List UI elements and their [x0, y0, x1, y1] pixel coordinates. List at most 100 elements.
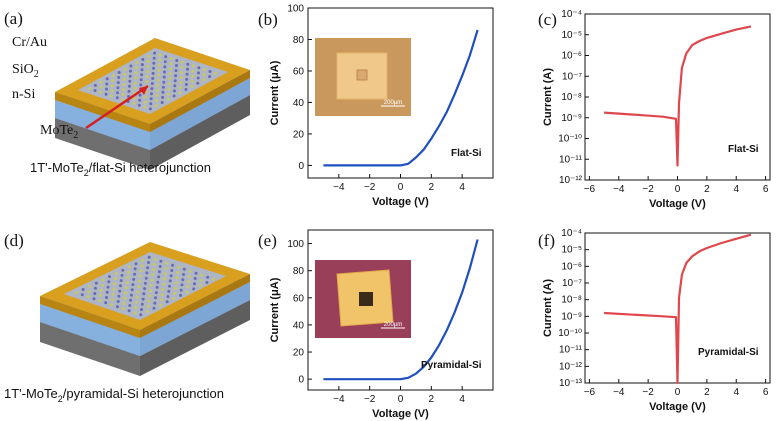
lattice-atom [190, 84, 194, 88]
device-window [356, 69, 368, 81]
lattice-atom [108, 275, 111, 279]
lattice-atom [128, 79, 132, 83]
lattice-atom [173, 291, 177, 295]
y-axis-title: Current (A) [542, 68, 554, 126]
lattice-atom [167, 82, 171, 86]
lattice-atom [179, 76, 183, 79]
lattice-atom [127, 265, 131, 269]
lattice-atom [180, 65, 184, 69]
lattice-atom [156, 280, 160, 284]
panel-d: (d) 1T'-MoTe2/pyramidal-Si heterojunctio… [4, 231, 250, 404]
lattice-atom [132, 96, 136, 100]
lattice-atom [177, 265, 180, 269]
lattice-atom [138, 93, 142, 97]
label-n-si: n-Si [12, 87, 35, 102]
lattice-atom [143, 100, 147, 104]
lattice-atom [135, 66, 138, 70]
lattice-atom [157, 270, 161, 274]
lattice-atom [128, 74, 132, 78]
lattice-atom [185, 290, 189, 294]
lattice-atom [168, 72, 172, 76]
lattice-atom [208, 70, 212, 73]
x-tick-label: −6 [584, 387, 596, 398]
lattice-atom [105, 82, 109, 86]
lattice-atom [140, 264, 144, 268]
si-left-face [55, 118, 150, 170]
y-tick-label: 60 [293, 66, 305, 77]
label-mote2: MoTe2 [40, 123, 78, 141]
lattice-atom [175, 59, 179, 62]
lattice-atom [155, 285, 159, 289]
annotation-label: Pyramidal-Si [698, 347, 759, 358]
lattice-atom [182, 273, 185, 276]
lattice-atom [180, 71, 183, 74]
device-window [359, 292, 373, 306]
lattice-atom [161, 287, 165, 291]
label-sio2: SiO2 [12, 62, 39, 80]
lattice-atom [154, 291, 158, 295]
lattice-atom [206, 275, 210, 279]
y-tick-label: 10⁻⁸ [561, 92, 582, 103]
x-tick-label: 2 [429, 394, 435, 405]
series-line [604, 25, 752, 167]
x-tick-label: −4 [613, 387, 625, 398]
lattice-atom [142, 292, 146, 296]
lattice-atom [135, 295, 139, 299]
lattice-atom [173, 286, 177, 290]
lattice-atom [152, 306, 156, 310]
sio2-layer-right [150, 78, 250, 150]
lattice-atom [113, 277, 117, 281]
x-tick-label: 4 [459, 182, 465, 193]
lattice-atom [169, 57, 173, 61]
lattice-atom [105, 77, 109, 81]
lattice-atom [116, 81, 120, 85]
lattice-atom [152, 268, 155, 272]
x-tick-label: 6 [763, 184, 769, 195]
lattice-atom [128, 304, 132, 307]
x-tick-label: −6 [584, 184, 596, 195]
y-tick-label: 10⁻⁶ [561, 51, 582, 62]
lattice-atom [120, 273, 124, 277]
lattice-atom [151, 273, 155, 277]
lattice-atom [117, 71, 121, 74]
lattice-atom [169, 274, 173, 278]
lattice-atom [150, 82, 154, 85]
scale-bar-label: 200μm [384, 322, 402, 328]
lattice-atom [133, 267, 137, 271]
lattice-atom [164, 267, 168, 270]
lattice-atom [133, 311, 137, 315]
lattice-atom [146, 266, 150, 270]
lattice-atom [173, 84, 177, 88]
lattice-atom [174, 74, 178, 78]
lattice-atom [139, 269, 143, 273]
x-tick-label: −2 [364, 182, 376, 193]
x-tick-label: −2 [642, 387, 654, 398]
lattice-atom [143, 287, 147, 291]
lattice-atom [110, 89, 114, 93]
panel-letter-e: (e) [258, 231, 277, 250]
lattice-atom [121, 307, 125, 311]
y-tick-label: 100 [287, 4, 304, 15]
lattice-atom [140, 308, 143, 311]
lattice-atom [174, 64, 178, 67]
panel-letter-a: (a) [4, 9, 23, 28]
lattice-atom [99, 294, 103, 297]
lattice-atom [160, 293, 164, 297]
lattice-atom [212, 277, 215, 281]
lattice-atom [186, 285, 190, 289]
panel-letter-d: (d) [4, 231, 24, 250]
lattice-atom [153, 51, 157, 55]
lattice-atom [184, 83, 188, 86]
electrode-frame-left [40, 296, 140, 338]
mote2-window [78, 48, 228, 114]
lattice-atom [122, 77, 126, 81]
lattice-atom [110, 303, 113, 307]
lattice-atom [123, 296, 127, 300]
lattice-atom [117, 76, 121, 79]
lattice-atom [157, 275, 161, 279]
sio2-layer-left [55, 100, 150, 150]
lattice-atom [116, 86, 120, 90]
si-left-face [40, 322, 140, 376]
lattice-atom [167, 92, 170, 96]
lattice-atom [150, 278, 154, 282]
